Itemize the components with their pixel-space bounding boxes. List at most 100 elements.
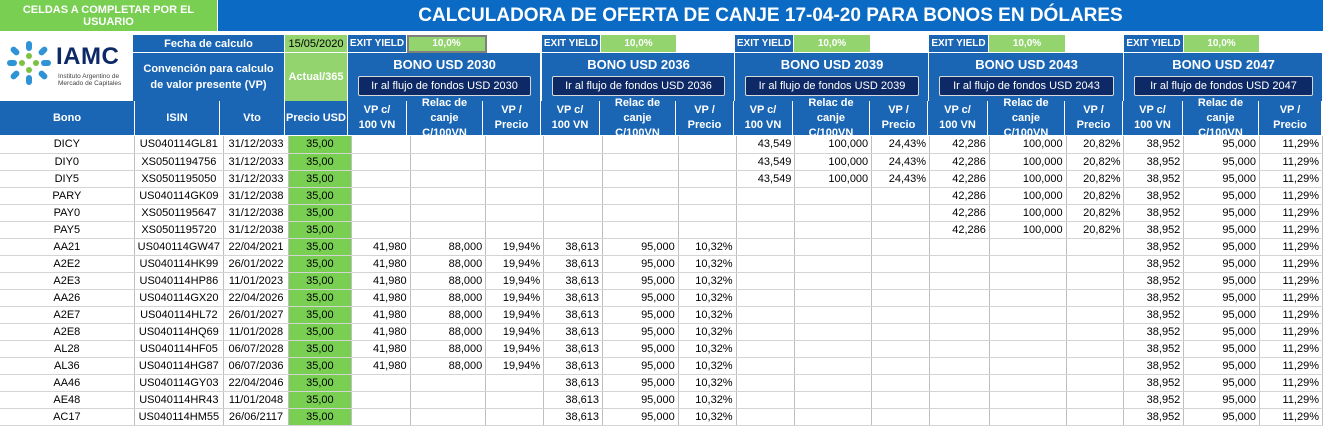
cell-bono: AA26 — [0, 289, 135, 307]
exit-yield-input[interactable]: 10,0% — [794, 35, 871, 53]
cell-precio[interactable]: 35,00 — [288, 306, 352, 324]
go-to-cashflow-4-button[interactable]: Ir al flujo de fondos USD 2047 — [1134, 76, 1313, 96]
cell-relac: 95,000 — [602, 391, 679, 409]
cell-precio[interactable]: 35,00 — [288, 153, 352, 171]
cell-relac — [410, 391, 487, 409]
cell-vto: 26/06/2117 — [223, 408, 289, 426]
cell-precio[interactable]: 35,00 — [288, 374, 352, 392]
header-bono: Bono — [0, 101, 135, 136]
cell-vp-precio: 24,43% — [871, 170, 931, 188]
cell-vp — [929, 408, 990, 426]
table-row: A2E7 US040114HL72 26/01/2027 35,00 41,980 88,… — [0, 306, 1323, 324]
cell-vp-precio — [485, 204, 545, 222]
cell-vp — [735, 374, 796, 392]
cell-relac — [989, 255, 1067, 273]
fecha-input[interactable]: 15/05/2020 — [285, 35, 348, 53]
cell-precio[interactable]: 35,00 — [288, 170, 352, 188]
exit-yield-input[interactable]: 10,0% — [601, 35, 677, 53]
exit-yield-input[interactable]: 10,0% — [407, 35, 487, 53]
cell-vp: 38,952 — [1123, 306, 1185, 324]
cell-vto: 31/12/2033 — [223, 153, 289, 171]
cell-relac: 88,000 — [410, 306, 487, 324]
cell-isin: US040114GL81 — [134, 136, 225, 154]
go-to-cashflow-1-button[interactable]: Ir al flujo de fondos USD 2036 — [552, 76, 725, 96]
cell-precio[interactable]: 35,00 — [288, 357, 352, 375]
cell-relac — [410, 187, 487, 205]
cell-vp — [350, 374, 411, 392]
cell-bono: A2E3 — [0, 272, 135, 290]
cell-vp — [929, 340, 990, 358]
cell-precio[interactable]: 35,00 — [288, 204, 352, 222]
cell-vp-precio — [678, 204, 737, 222]
cell-vp-precio: 20,82% — [1066, 170, 1125, 188]
cell-relac: 95,000 — [1183, 187, 1261, 205]
cell-vp-precio: 11,29% — [1259, 221, 1323, 239]
cell-precio[interactable]: 35,00 — [288, 289, 352, 307]
cell-precio[interactable]: 35,00 — [288, 255, 352, 273]
cell-precio[interactable]: 35,00 — [288, 391, 352, 409]
header-vp-4: VP c/100 VN — [1123, 101, 1183, 136]
cell-precio[interactable]: 35,00 — [288, 187, 352, 205]
header-vp-precio-4-line-2: Precio — [1273, 119, 1307, 131]
cell-vp-precio — [485, 374, 545, 392]
exit-yield-input[interactable]: 10,0% — [989, 35, 1066, 53]
header-relac-3: Relac de canje C/100VN — [988, 97, 1065, 139]
cell-vp-precio: 19,94% — [485, 238, 545, 256]
cell-vp: 41,980 — [350, 340, 411, 358]
cell-bono: DIY5 — [0, 170, 135, 188]
cell-relac — [794, 221, 873, 239]
cell-vp-precio: 11,29% — [1259, 187, 1323, 205]
cell-vp — [735, 204, 796, 222]
header-relac-3-line-2: C/100VN — [1003, 126, 1049, 139]
cell-vp-precio — [485, 136, 545, 154]
header-relac-0: Relac de canje C/100VN — [407, 97, 483, 139]
header-vp-2-line-2: 100 VN — [744, 119, 782, 131]
convencion-input[interactable]: Actual/365 — [285, 53, 348, 101]
cell-precio[interactable]: 35,00 — [288, 340, 352, 358]
cell-vp-precio: 11,29% — [1259, 272, 1323, 290]
cell-relac — [794, 187, 873, 205]
cell-vp: 38,613 — [543, 238, 604, 256]
cell-relac — [794, 357, 873, 375]
header-vp-precio-0-line-1: VP / — [501, 104, 522, 116]
cell-vp-precio: 19,94% — [485, 323, 545, 341]
cell-isin: XS0501195050 — [134, 170, 225, 188]
header-relac-2-line-1: Relac de canje — [808, 96, 854, 124]
cell-vp — [735, 340, 796, 358]
cell-relac — [989, 272, 1067, 290]
user-input-legend: CELDAS A COMPLETAR POR EL USUARIO — [0, 0, 218, 31]
cell-precio[interactable]: 35,00 — [288, 238, 352, 256]
header-relac-3-line-1: Relac de canje — [1003, 96, 1049, 124]
go-to-cashflow-0-button[interactable]: Ir al flujo de fondos USD 2030 — [358, 76, 531, 96]
cell-vp-precio — [871, 323, 931, 341]
bond-group-2: EXIT YIELD 10,0% BONO USD 2039 Ir al flujo … — [735, 35, 929, 101]
cell-precio[interactable]: 35,00 — [288, 221, 352, 239]
cell-vp: 38,613 — [543, 272, 604, 290]
exit-yield-input[interactable]: 10,0% — [1184, 35, 1260, 53]
header-vp-precio-2-line-1: VP / — [888, 104, 909, 116]
cell-relac — [410, 221, 487, 239]
cell-precio[interactable]: 35,00 — [288, 323, 352, 341]
go-to-cashflow-2-button[interactable]: Ir al flujo de fondos USD 2039 — [745, 76, 919, 96]
go-to-cashflow-3-button[interactable]: Ir al flujo de fondos USD 2043 — [939, 76, 1114, 96]
cell-isin: US040114HK99 — [134, 255, 225, 273]
cell-vp — [929, 391, 990, 409]
cell-vp — [543, 204, 604, 222]
cell-vp — [735, 323, 796, 341]
cell-precio[interactable]: 35,00 — [288, 408, 352, 426]
header-relac-4: Relac de canje C/100VN — [1183, 97, 1259, 139]
cell-isin: US040114HG87 — [134, 357, 225, 375]
cell-precio[interactable]: 35,00 — [288, 136, 352, 154]
cell-vp — [350, 391, 411, 409]
cell-vp-precio — [485, 221, 545, 239]
cell-relac — [794, 374, 873, 392]
cell-relac: 100,000 — [794, 136, 873, 154]
cell-vto: 11/01/2048 — [223, 391, 289, 409]
cell-vp: 38,952 — [1123, 238, 1185, 256]
cell-vp-precio — [1066, 255, 1125, 273]
cell-precio[interactable]: 35,00 — [288, 272, 352, 290]
cell-relac — [989, 391, 1067, 409]
table-row: DICY US040114GL81 31/12/2033 35,00 43,549 100… — [0, 136, 1323, 154]
cell-vp-precio: 11,29% — [1259, 289, 1323, 307]
